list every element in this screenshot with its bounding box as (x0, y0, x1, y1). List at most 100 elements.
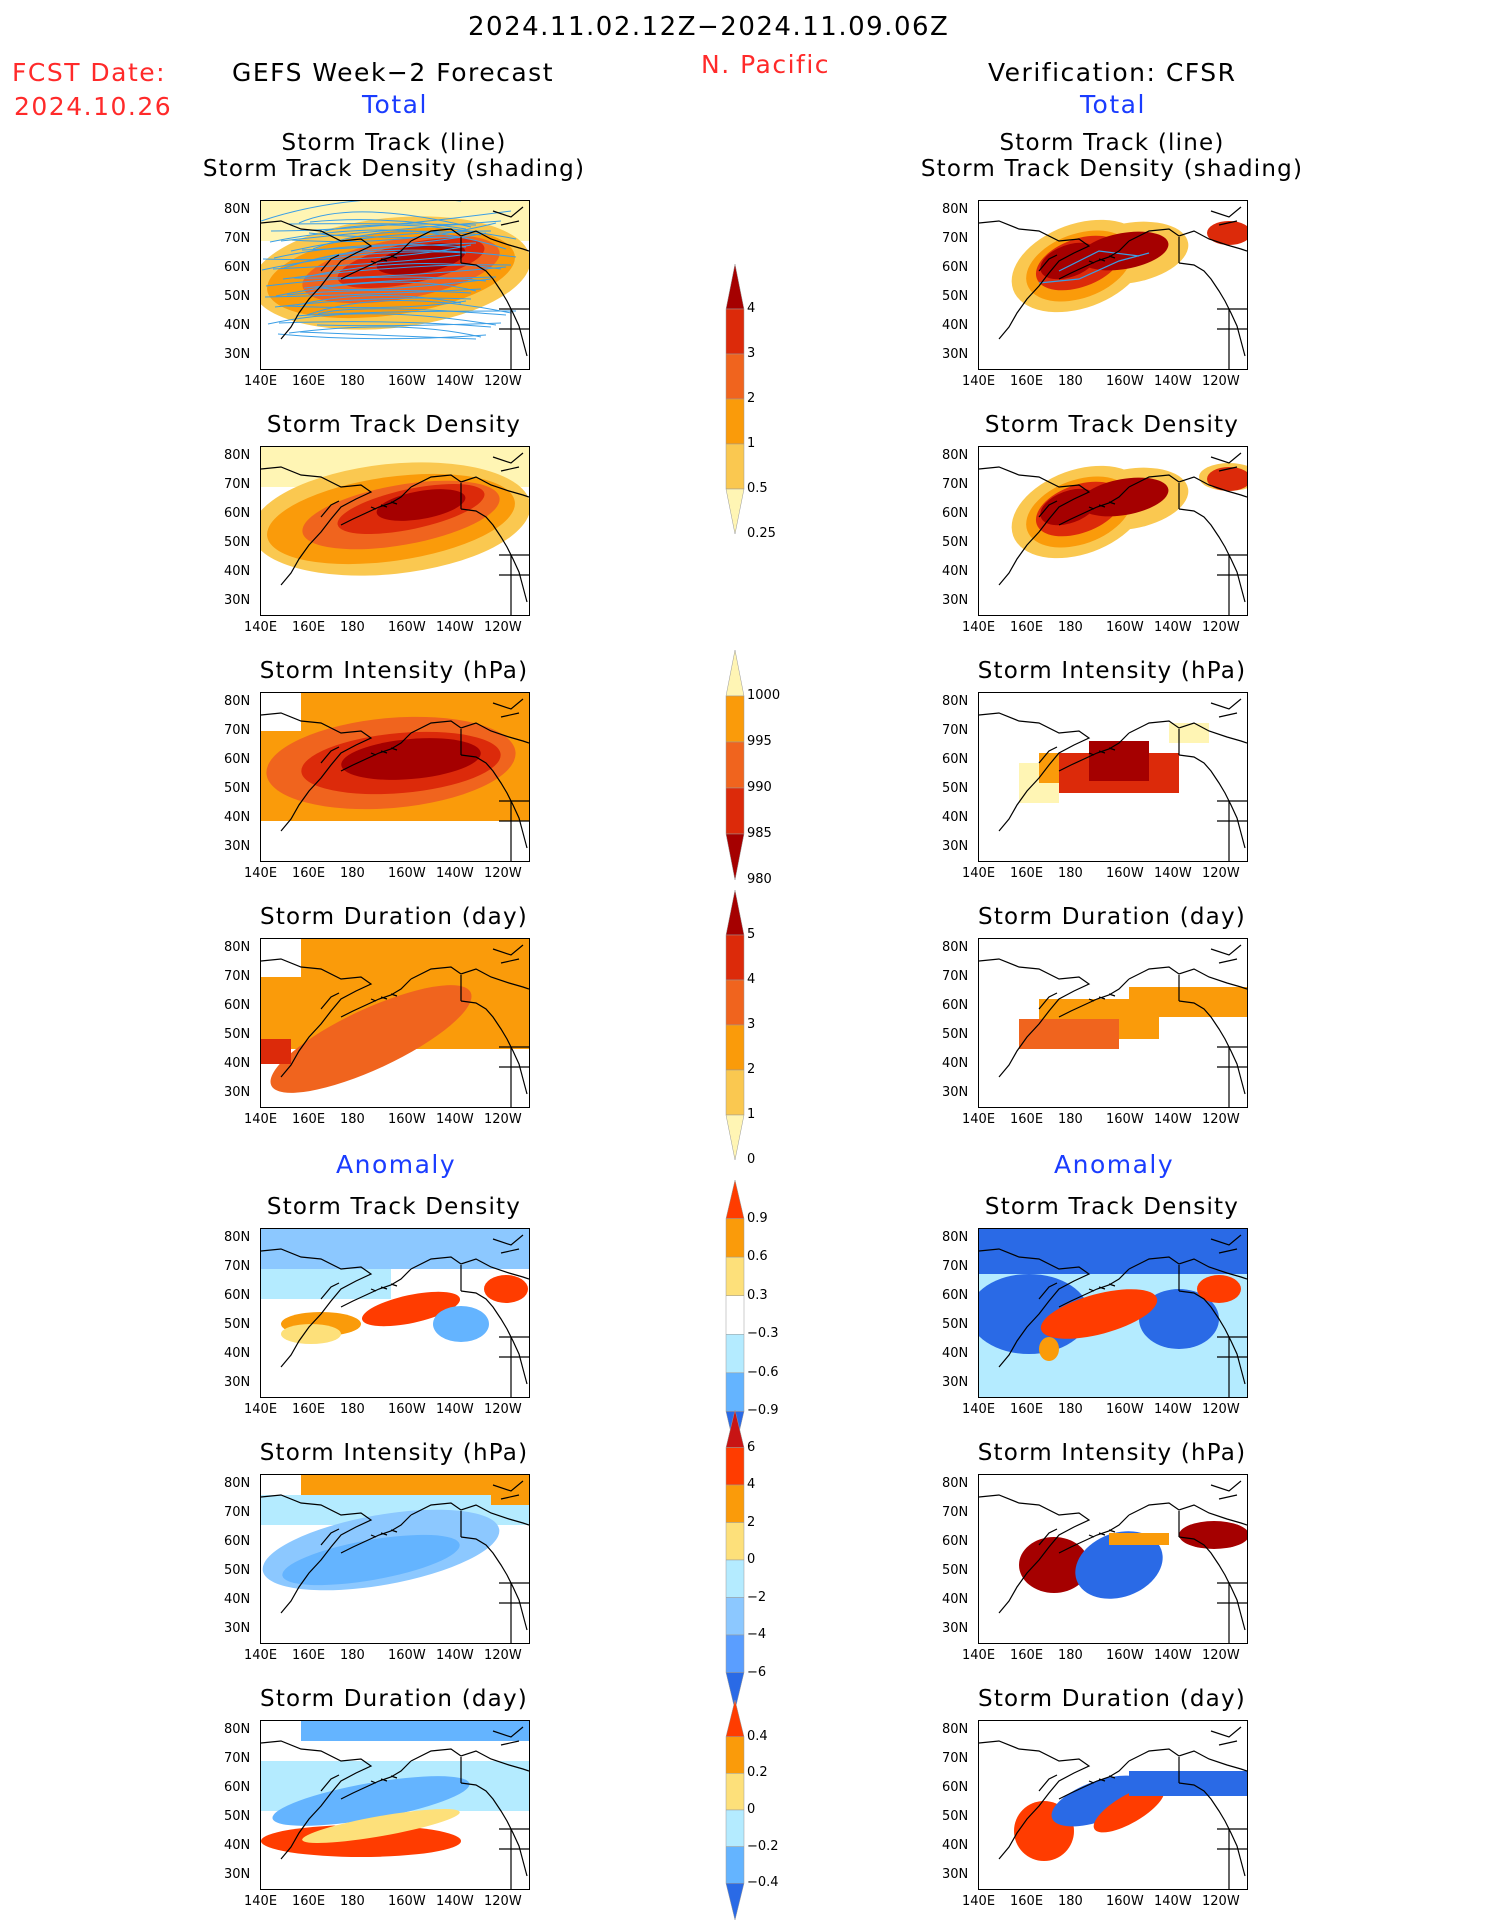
x-tick-label: 160E (292, 1648, 326, 1663)
x-tick-label: 160W (1106, 1402, 1144, 1417)
map-shading (979, 452, 1247, 615)
y-tick-label: 80N (942, 1230, 969, 1245)
x-tick-label: 140E (244, 1112, 278, 1127)
colorbar-label: 0 (747, 1152, 756, 1167)
y-tick-label: 80N (942, 1476, 969, 1491)
x-tick-label: 140E (244, 1894, 278, 1909)
y-tick-label: 40N (224, 1592, 251, 1607)
y-tick-label: 30N (224, 1867, 251, 1882)
y-tick-label: 30N (942, 593, 969, 608)
x-tick-label: 160W (388, 620, 426, 635)
y-tick-label: 30N (224, 1085, 251, 1100)
colorbar-label: 1 (747, 1107, 756, 1122)
x-tick-label: 160W (388, 1894, 426, 1909)
x-tick-label: 140W (1154, 620, 1192, 635)
x-tick-label: 140W (436, 1112, 474, 1127)
y-tick-label: 30N (224, 347, 251, 362)
colorbar (725, 650, 745, 880)
x-tick-label: 160W (1106, 620, 1144, 635)
x-tick-label: 160W (388, 374, 426, 389)
colorbar-label: 4 (747, 1477, 756, 1492)
anomaly-right-label: Anomaly (1054, 1150, 1175, 1179)
colorbar-label: −0.3 (747, 1326, 779, 1342)
x-tick-label: 160E (1010, 1112, 1044, 1127)
y-tick-label: 30N (942, 347, 969, 362)
y-tick-label: 50N (224, 1563, 251, 1578)
x-tick-label: 140E (962, 1648, 996, 1663)
y-tick-label: 60N (942, 1534, 969, 1549)
y-tick-label: 40N (942, 1056, 969, 1071)
colorbar (725, 264, 745, 534)
x-tick-label: 140W (436, 1894, 474, 1909)
y-tick-label: 70N (942, 1751, 969, 1766)
y-tick-label: 70N (942, 723, 969, 738)
y-tick-label: 80N (942, 448, 969, 463)
y-tick-label: 80N (942, 1722, 969, 1737)
fcst-date-label: FCST Date: (12, 58, 167, 87)
x-tick-label: 160E (292, 866, 326, 881)
y-tick-label: 80N (224, 1476, 251, 1491)
colorbar-label: 4 (747, 301, 756, 316)
map-shading (261, 201, 529, 369)
y-tick-label: 70N (942, 969, 969, 984)
map-panel (978, 1228, 1248, 1398)
colorbar-label: −4 (747, 1627, 767, 1642)
y-tick-label: 30N (224, 1621, 251, 1636)
x-tick-label: 140E (244, 1402, 278, 1417)
x-tick-label: 120W (1202, 620, 1240, 635)
y-tick-label: 70N (942, 1259, 969, 1274)
map-panel (978, 1474, 1248, 1644)
map-shading (261, 447, 529, 615)
y-tick-label: 60N (942, 1780, 969, 1795)
map-panel (978, 692, 1248, 862)
y-tick-label: 50N (224, 1027, 251, 1042)
y-tick-label: 60N (224, 998, 251, 1013)
y-tick-label: 50N (942, 1027, 969, 1042)
y-tick-label: 70N (942, 1505, 969, 1520)
map-panel (260, 938, 530, 1108)
map-panel (260, 1720, 530, 1890)
colorbar-label: 4 (747, 972, 756, 987)
colorbar-label: 0.6 (747, 1249, 768, 1265)
x-tick-label: 160E (292, 1112, 326, 1127)
map-shading (979, 944, 1247, 1107)
panel-title: Storm Track (line) (999, 130, 1225, 156)
x-tick-label: 140E (244, 866, 278, 881)
map-panel (978, 200, 1248, 370)
y-tick-label: 30N (942, 839, 969, 854)
x-tick-label: 180 (340, 1894, 365, 1909)
y-tick-label: 40N (224, 318, 251, 333)
colorbar-label: 0.25 (747, 526, 776, 541)
x-tick-label: 120W (1202, 374, 1240, 389)
colorbar-label: 980 (747, 872, 772, 887)
y-tick-label: 70N (224, 1751, 251, 1766)
colorbar-label: 6 (747, 1439, 756, 1455)
map-panel (260, 1474, 530, 1644)
y-tick-label: 70N (224, 723, 251, 738)
y-tick-label: 30N (224, 593, 251, 608)
map-panel (260, 200, 530, 370)
colorbar-label: −6 (747, 1664, 767, 1680)
x-tick-label: 120W (1202, 866, 1240, 881)
y-tick-label: 80N (224, 940, 251, 955)
colorbar-label: 0.5 (747, 481, 768, 496)
colorbar-label: 995 (747, 734, 772, 749)
colorbar (725, 1180, 745, 1450)
total-right-label: Total (1080, 90, 1146, 119)
x-tick-label: 120W (484, 1112, 522, 1127)
map-panel (260, 692, 530, 862)
x-tick-label: 140W (1154, 1402, 1192, 1417)
x-tick-label: 140W (436, 1402, 474, 1417)
y-tick-label: 50N (942, 289, 969, 304)
panel-title: Storm Track Density (266, 1194, 522, 1220)
y-tick-label: 60N (942, 1288, 969, 1303)
y-tick-label: 50N (942, 1563, 969, 1578)
x-tick-label: 160E (1010, 1402, 1044, 1417)
x-tick-label: 140W (436, 1648, 474, 1663)
y-tick-label: 60N (224, 260, 251, 275)
y-tick-label: 80N (942, 940, 969, 955)
x-tick-label: 180 (1058, 1648, 1083, 1663)
y-tick-label: 30N (942, 1621, 969, 1636)
y-tick-label: 30N (224, 839, 251, 854)
y-tick-label: 40N (942, 1592, 969, 1607)
